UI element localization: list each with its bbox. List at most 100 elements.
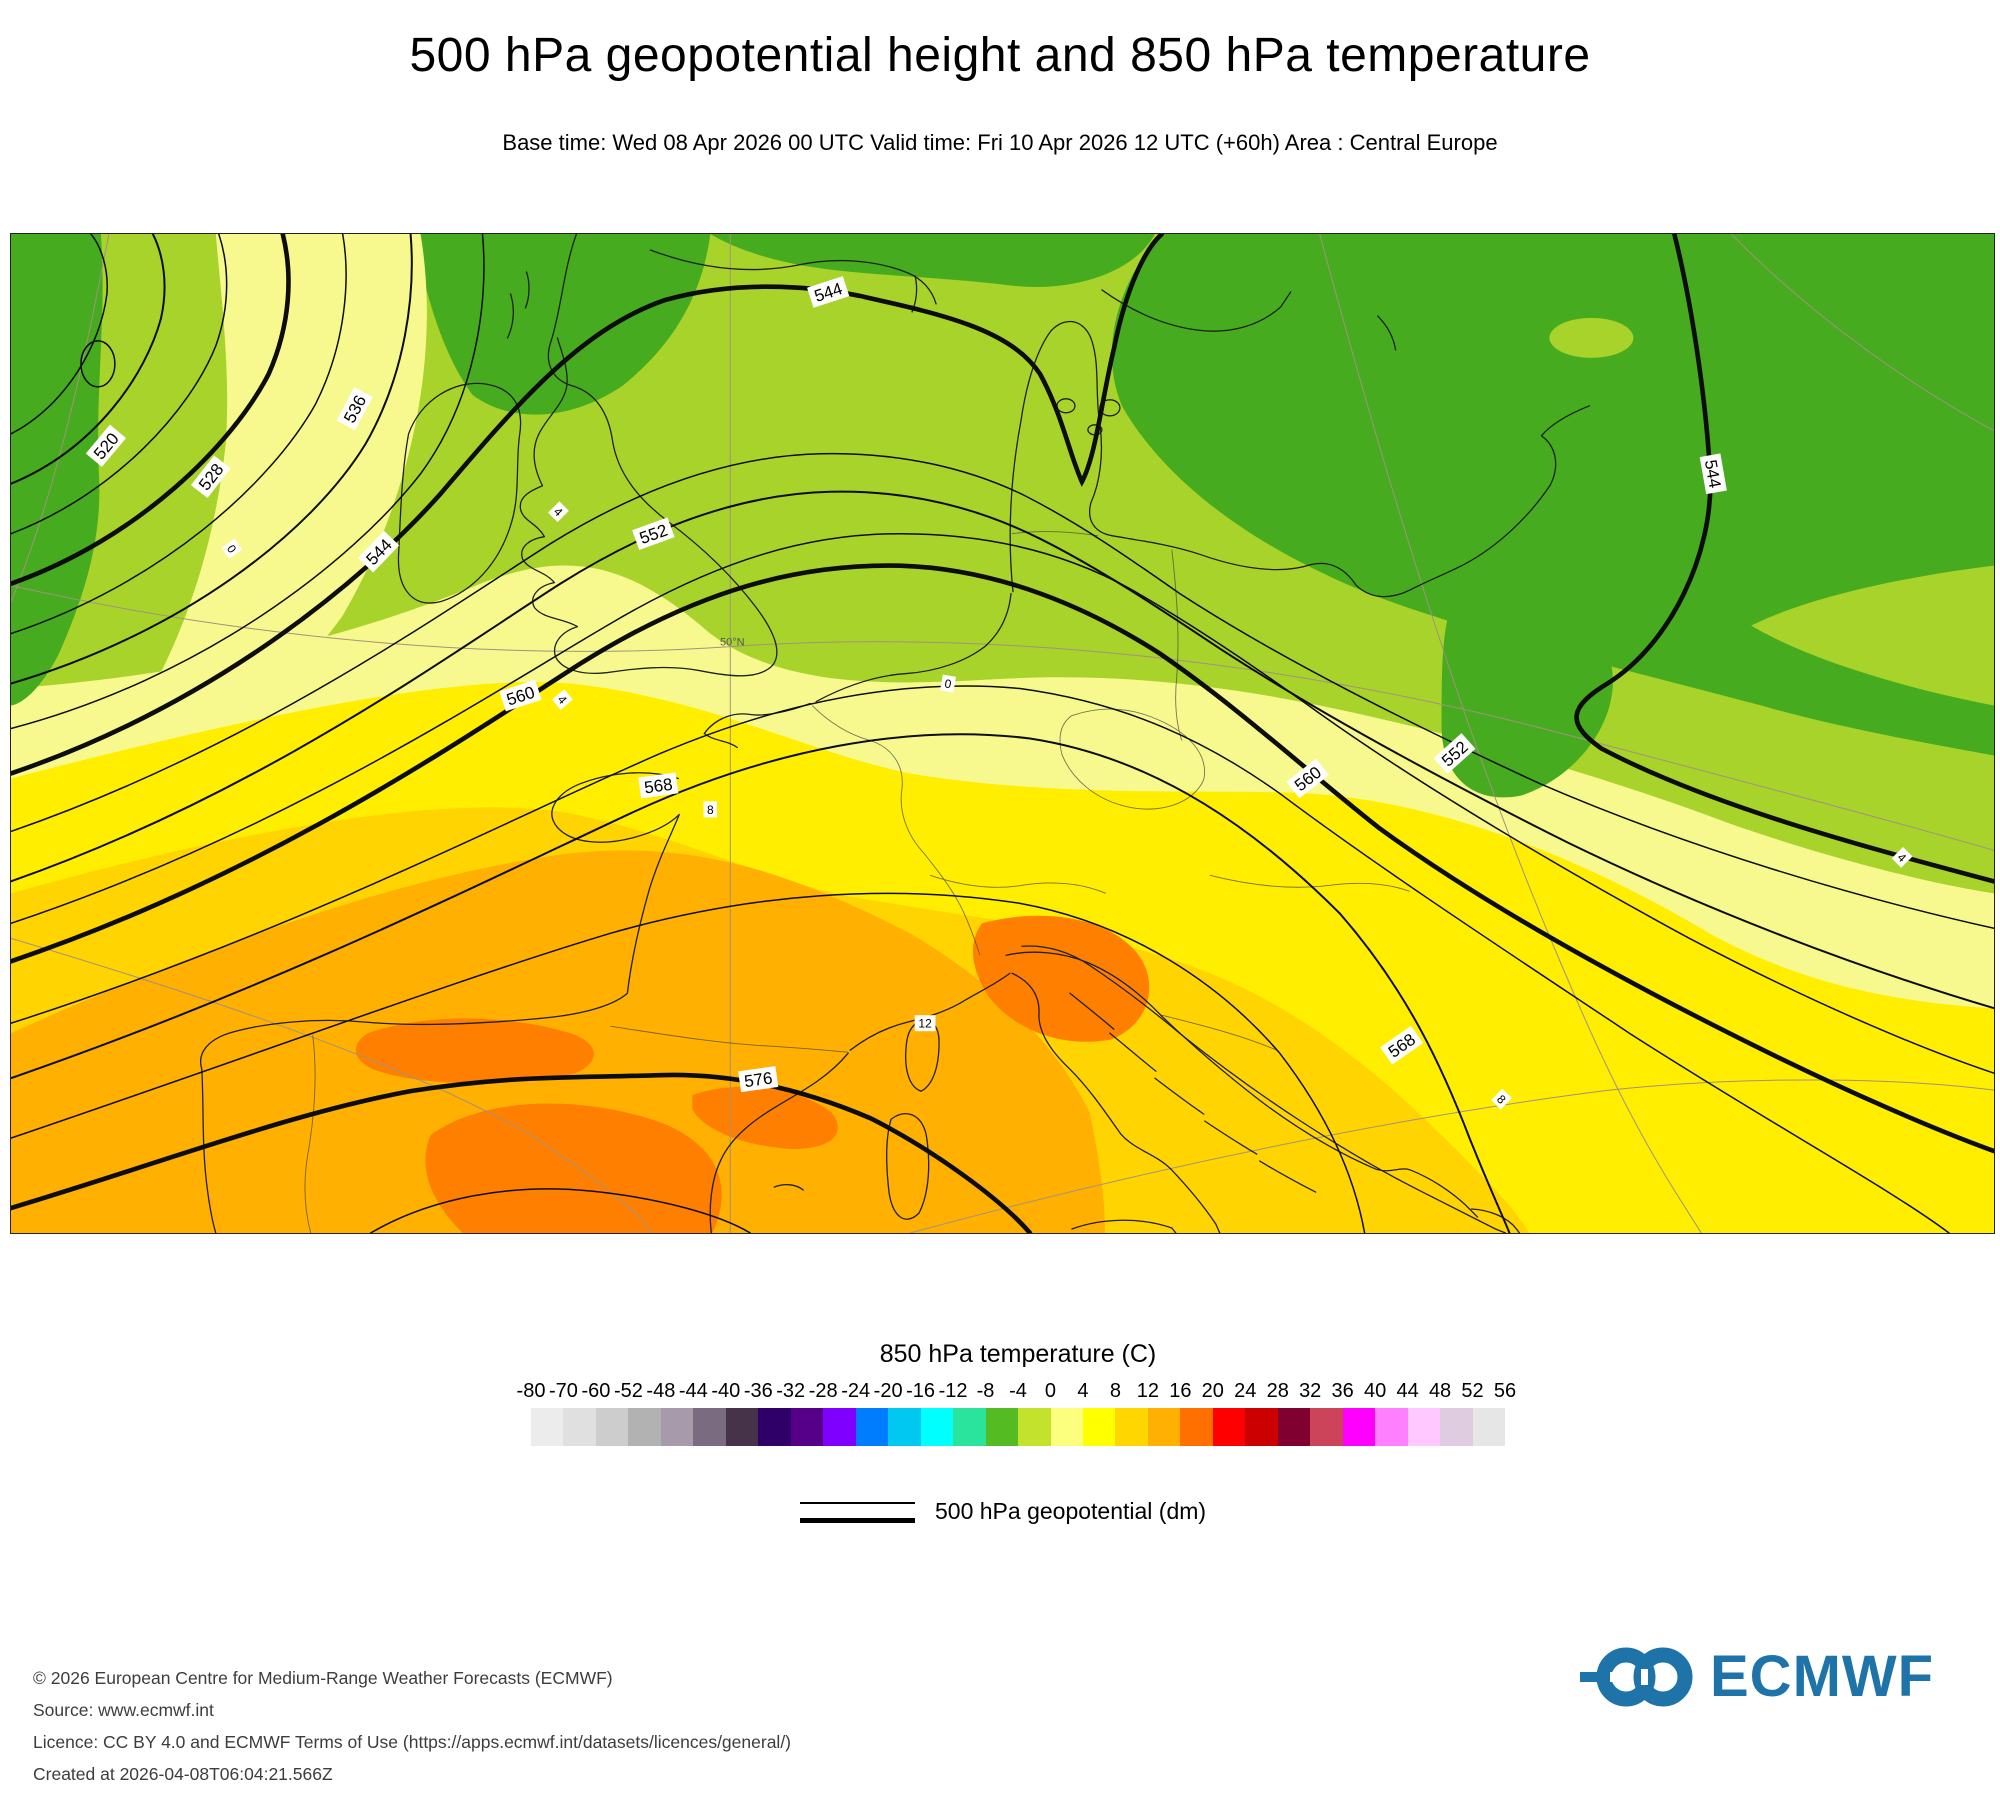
colorbar-cell: [1342, 1408, 1376, 1446]
colorbar-tick: 20: [1201, 1380, 1224, 1402]
colorbar-tick: -16: [906, 1380, 936, 1402]
svg-text:576: 576: [743, 1068, 774, 1091]
colorbar-cell: [953, 1408, 986, 1446]
colorbar-tick: 56: [1493, 1380, 1517, 1402]
footer-attribution: © 2026 European Centre for Medium-Range …: [33, 1662, 791, 1790]
colorbar-cell: [1440, 1408, 1473, 1446]
colorbar-tick: -70: [549, 1380, 578, 1402]
colorbar-tick: 4: [1077, 1380, 1089, 1402]
colorbar-tick: -20: [873, 1380, 903, 1402]
colorbar-cell: [725, 1408, 759, 1446]
temperature-contour-label: 8: [1491, 1088, 1512, 1110]
licence-line: Licence: CC BY 4.0 and ECMWF Terms of Us…: [33, 1732, 792, 1752]
colorbar-cell: [1407, 1408, 1441, 1446]
temperature-contour-label: 4: [548, 501, 569, 523]
colorbar-cell: [1375, 1408, 1408, 1446]
map-canvas: 5205285365445445525605685765445525605680…: [11, 234, 1994, 1233]
created-line: Created at 2026-04-08T06:04:21.566Z: [33, 1764, 333, 1784]
colorbar-tick: -36: [743, 1380, 773, 1402]
colorbar-cell: [758, 1408, 791, 1446]
colorbar-cell: [1082, 1408, 1116, 1446]
colorbar-tick: 40: [1364, 1380, 1387, 1402]
colorbar-tick: -60: [581, 1380, 611, 1402]
colorbar-cell: [563, 1408, 596, 1446]
colorbar-cell: [693, 1408, 726, 1446]
colorbar-cell: [855, 1408, 889, 1446]
colorbar-cell: [985, 1408, 1019, 1446]
colorbar-tick: -12: [938, 1380, 968, 1402]
colorbar-cell: [790, 1408, 824, 1446]
temperature-contour-label: 0: [221, 538, 243, 559]
colorbar: 850 hPa temperature (C) -80 -70 -60 -52 -48-…: [513, 1340, 1523, 1460]
geopotential-contour-label: 576: [738, 1066, 779, 1093]
graticule-latitude-label: 50°N: [720, 637, 745, 649]
temperature-fill-layer: [11, 234, 1994, 1233]
geopotential-legend-label: 500 hPa geopotential (dm): [935, 1498, 1207, 1524]
ecmwf-logo-text: ECMWF: [1710, 1644, 1935, 1709]
geopotential-contour-label: 544: [1699, 453, 1727, 495]
colorbar-scale: [531, 1408, 1506, 1446]
colorbar-cell: [595, 1408, 629, 1446]
legend-thick-line: [800, 1518, 915, 1523]
colorbar-tick: 24: [1234, 1380, 1257, 1402]
temperature-contour-label: 12: [914, 1015, 936, 1032]
svg-text:544: 544: [1701, 458, 1725, 489]
temperature-contour-label: 8: [703, 801, 718, 818]
ecmwf-logo-icon: [1580, 1647, 1693, 1706]
svg-text:8: 8: [707, 803, 714, 817]
temperature-contour-label: 0: [940, 674, 957, 693]
colorbar-tick: -28: [808, 1380, 838, 1402]
colorbar-cell: [1245, 1408, 1278, 1446]
svg-text:12: 12: [918, 1017, 932, 1031]
colorbar-tick: -80: [516, 1380, 546, 1402]
geopotential-contour-label: 568: [638, 772, 679, 799]
colorbar-tick: -24: [841, 1380, 871, 1402]
country-borders: [304, 531, 1410, 1233]
colorbar-cell: [1147, 1408, 1181, 1446]
colorbar-cell: [1310, 1408, 1343, 1446]
colorbar-cell: [1472, 1408, 1506, 1446]
colorbar-cell: [1018, 1408, 1051, 1446]
colorbar-tick: 8: [1109, 1380, 1121, 1402]
colorbar-cell: [920, 1408, 954, 1446]
colorbar-tick: -48: [646, 1380, 676, 1402]
colorbar-cell: [1115, 1408, 1148, 1446]
colorbar-cell: [888, 1408, 921, 1446]
copyright-line: © 2026 European Centre for Medium-Range …: [33, 1668, 613, 1688]
ecmwf-logo: ECMWF: [1580, 1643, 1934, 1710]
colorbar-cell: [1212, 1408, 1246, 1446]
weather-map: 520 528 536 544 544 552 560 568 576 544 552 560 568 0…: [10, 233, 1995, 1234]
geopotential-contour-label: 544: [807, 276, 850, 308]
colorbar-cell: [660, 1408, 694, 1446]
colorbar-tick: 36: [1331, 1380, 1354, 1402]
svg-text:568: 568: [643, 775, 674, 798]
colorbar-cell: [1180, 1408, 1213, 1446]
colorbar-ticks: -80 -70 -60 -52 -48 -44 -40 -36 -32 -28 -24 -20 -16-…: [517, 1380, 1517, 1404]
temperature-contour-label: 4: [552, 689, 573, 710]
colorbar-tick: 48: [1428, 1380, 1452, 1402]
colorbar-tick: 52: [1461, 1380, 1484, 1402]
colorbar-cell: [628, 1408, 661, 1446]
page-subtitle: Base time: Wed 08 Apr 2026 00 UTC Valid …: [502, 130, 1498, 155]
colorbar-title: 850 hPa temperature (C): [879, 1340, 1157, 1368]
colorbar-tick: -8: [976, 1380, 995, 1402]
colorbar-cell: [1050, 1408, 1083, 1446]
colorbar-cell: [1277, 1408, 1311, 1446]
colorbar-tick: 16: [1169, 1380, 1192, 1402]
colorbar-tick: 44: [1396, 1380, 1419, 1402]
colorbar-tick: 32: [1299, 1380, 1322, 1402]
source-line: Source: www.ecmwf.int: [33, 1700, 214, 1720]
colorbar-tick: 28: [1266, 1380, 1289, 1402]
legend-thin-line: [800, 1502, 915, 1504]
colorbar-tick: -4: [1009, 1380, 1027, 1402]
colorbar-cell: [823, 1408, 856, 1446]
colorbar-tick: 12: [1136, 1380, 1159, 1402]
colorbar-tick: 0: [1044, 1380, 1057, 1402]
colorbar-tick: -32: [776, 1380, 806, 1402]
svg-text:0: 0: [943, 676, 952, 691]
page-title: 500 hPa geopotential height and 850 hPa …: [409, 29, 1591, 82]
colorbar-tick: -44: [678, 1380, 708, 1402]
temperature-contour-label: 4: [1891, 846, 1913, 868]
colorbar-cell: [531, 1408, 564, 1446]
colorbar-tick: -40: [711, 1380, 741, 1402]
